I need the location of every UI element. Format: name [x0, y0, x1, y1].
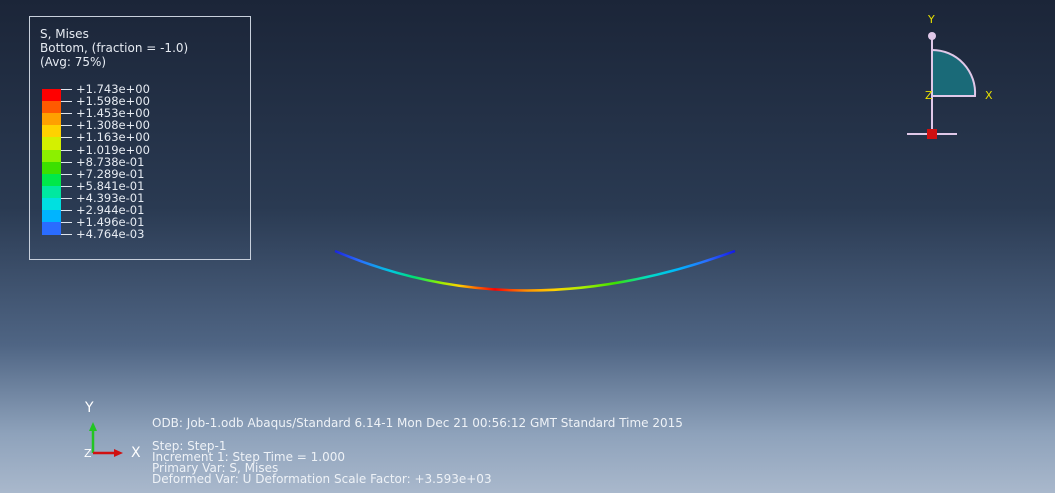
- primary-var-line: Primary Var: S, Mises: [152, 461, 279, 475]
- deformed-beam: [334, 249, 736, 292]
- legend-tick: [61, 137, 72, 139]
- triad-x-label: X: [985, 89, 993, 102]
- triad-quarter-disc: [931, 48, 977, 97]
- legend-swatch: [42, 149, 61, 162]
- legend-swatch: [42, 137, 61, 150]
- step-info-line: Step: Step-1: [152, 439, 227, 453]
- triad-y-label: Y: [927, 13, 935, 26]
- legend-title-line-1: S, Mises: [40, 27, 89, 41]
- odb-info-line: ODB: Job-1.odb Abaqus/Standard 6.14-1 Mo…: [152, 416, 683, 430]
- legend-tick: [61, 125, 72, 127]
- legend-value-label: +2.944e-01: [76, 203, 145, 217]
- legend-swatch: [42, 113, 61, 126]
- deformed-var-line: Deformed Var: U Deformation Scale Factor…: [152, 472, 492, 486]
- legend-swatch: [42, 89, 61, 102]
- legend-value-label: +4.764e-03: [76, 227, 145, 242]
- triad-z-label: Z: [925, 89, 933, 102]
- legend-value-label: +5.841e-01: [76, 178, 145, 193]
- legend-value-label: +1.453e+00: [76, 106, 150, 121]
- legend-value-label: +8.738e-01: [76, 154, 145, 169]
- legend-swatch: [42, 125, 61, 138]
- legend-tick: [61, 185, 72, 187]
- legend-value-label: +1.308e+00: [76, 118, 150, 133]
- legend-tick: [61, 161, 72, 163]
- legend-value-label: +4.393e-01: [76, 190, 145, 205]
- legend-tick: [61, 197, 72, 199]
- legend-swatch: [42, 222, 61, 235]
- legend-tick: [61, 234, 72, 236]
- legend-tick: [61, 222, 72, 224]
- legend-tick: [61, 173, 72, 175]
- legend-swatch: [42, 173, 61, 187]
- legend-swatch: [42, 161, 61, 175]
- legend-swatch: [42, 185, 61, 199]
- global-z-label: Z: [84, 447, 92, 460]
- legend-tick: [61, 149, 72, 151]
- global-axis-triad: Y Z X: [84, 400, 141, 461]
- view-triad-top-right[interactable]: Y Z X: [895, 10, 1005, 150]
- legend-tick: [61, 210, 72, 211]
- legend-value-label: +1.598e+00: [76, 94, 150, 109]
- triad-origin-square: [927, 129, 937, 139]
- legend-value-label: +1.019e+00: [76, 142, 150, 157]
- increment-info-line: Increment 1: Step Time = 1.000: [152, 450, 346, 464]
- legend-swatch: [42, 210, 61, 223]
- global-y-arrowhead: [89, 422, 97, 431]
- legend-tick: [61, 101, 72, 103]
- contour-legend: S, Mises Bottom, (fraction = -1.0) (Avg:…: [29, 16, 251, 260]
- global-y-label: Y: [84, 400, 94, 416]
- legend-tick: [61, 89, 72, 90]
- legend-value-label: +1.163e+00: [76, 130, 150, 145]
- global-x-arrowhead: [114, 449, 123, 457]
- legend-value-label: +7.289e-01: [76, 166, 145, 181]
- legend-value-label: +1.496e-01: [76, 215, 145, 230]
- legend-title-line-3: (Avg: 75%): [40, 55, 107, 69]
- global-x-label: X: [131, 445, 141, 461]
- legend-title-line-2: Bottom, (fraction = -1.0): [40, 41, 189, 55]
- legend-swatch: [42, 101, 61, 114]
- triad-top-dot: [928, 32, 936, 40]
- legend-value-label: +1.743e+00: [76, 82, 150, 96]
- legend-swatch: [42, 197, 61, 211]
- legend-tick: [61, 113, 72, 115]
